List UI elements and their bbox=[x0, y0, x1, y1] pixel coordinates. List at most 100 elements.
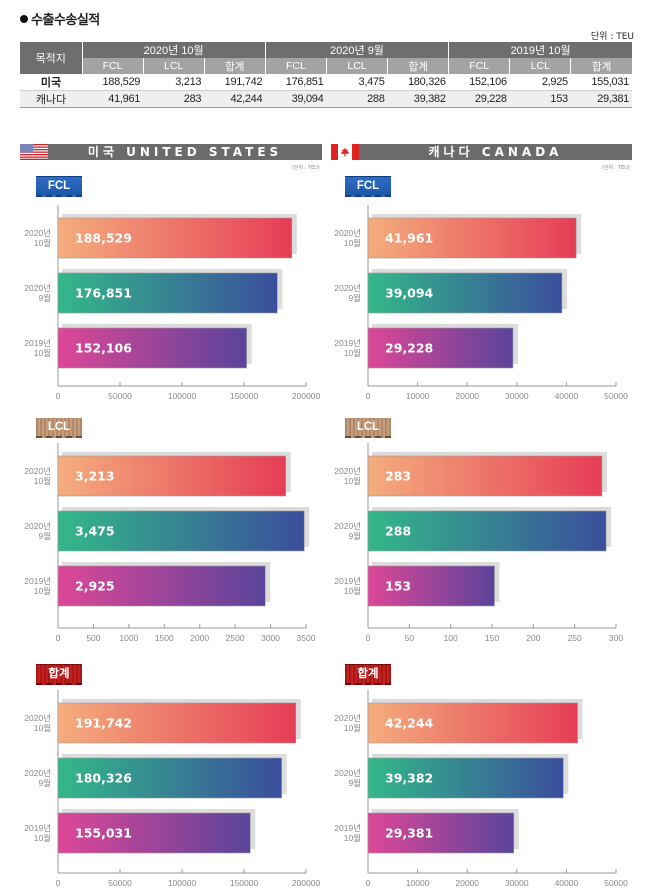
cell: 191,742 bbox=[204, 74, 266, 91]
bar bbox=[367, 757, 564, 799]
cell: 41,961 bbox=[82, 90, 144, 108]
data-label: 29,228 bbox=[385, 341, 433, 356]
cell: 39,382 bbox=[387, 90, 449, 108]
category-label: 2020년 bbox=[334, 713, 361, 723]
fcl-badge: FCL bbox=[345, 176, 391, 197]
canada-unit-label: (단위 : TEU) bbox=[602, 165, 630, 171]
cell: 152,106 bbox=[448, 74, 510, 91]
x-tick-label: 0 bbox=[56, 633, 61, 643]
cell: 29,228 bbox=[448, 90, 510, 108]
fcl-badge: FCL bbox=[36, 176, 82, 197]
x-tick-label: 0 bbox=[366, 633, 371, 643]
canada-total-chart: 42,2442020년10월39,3822020년9월29,3812019년10… bbox=[334, 690, 628, 888]
category-label: 2019년 bbox=[24, 823, 51, 833]
x-tick-label: 1000 bbox=[119, 633, 138, 643]
x-tick-label: 3000 bbox=[261, 633, 280, 643]
cell: 155,031 bbox=[570, 74, 632, 91]
bullet-icon bbox=[20, 15, 28, 23]
x-tick-label: 40000 bbox=[555, 878, 579, 888]
lcl-badge: LCL bbox=[345, 418, 391, 438]
category-label: 2020년 bbox=[334, 283, 361, 293]
category-label: 9월 bbox=[38, 778, 51, 788]
cell: 288 bbox=[326, 90, 388, 108]
bar bbox=[367, 272, 563, 314]
x-tick-label: 10000 bbox=[406, 878, 430, 888]
us-fcl-chart: 188,5292020년10월176,8512020년9월152,1062019… bbox=[24, 205, 320, 401]
data-label: 42,244 bbox=[385, 716, 434, 731]
x-tick-label: 100000 bbox=[168, 391, 197, 401]
data-label: 155,031 bbox=[75, 826, 132, 841]
data-label: 152,106 bbox=[75, 341, 132, 356]
category-label: 2020년 bbox=[24, 768, 51, 778]
x-tick-label: 50000 bbox=[108, 391, 132, 401]
cell: 2,925 bbox=[509, 74, 571, 91]
cell: 42,244 bbox=[204, 90, 266, 108]
category-label: 10월 bbox=[344, 833, 361, 843]
category-label: 10월 bbox=[344, 348, 361, 358]
bar bbox=[367, 327, 514, 369]
bar bbox=[57, 510, 305, 552]
category-label: 9월 bbox=[348, 531, 361, 541]
total-badge: 합계 bbox=[36, 664, 82, 685]
page-title-text: 수출수송실적 bbox=[31, 13, 100, 28]
sub-header: FCL bbox=[448, 58, 510, 74]
bar bbox=[57, 702, 297, 744]
row-name: 캐나다 bbox=[20, 90, 82, 108]
x-tick-label: 10000 bbox=[406, 391, 430, 401]
data-label: 2,925 bbox=[75, 579, 115, 594]
category-label: 2020년 bbox=[24, 283, 51, 293]
x-tick-label: 30000 bbox=[505, 878, 529, 888]
group-header: 2020년 9월 bbox=[264, 42, 449, 58]
category-label: 2019년 bbox=[334, 576, 361, 586]
category-label: 10월 bbox=[34, 348, 51, 358]
category-label: 10월 bbox=[344, 586, 361, 596]
category-label: 2020년 bbox=[334, 228, 361, 238]
data-label: 191,742 bbox=[75, 716, 132, 731]
data-label: 288 bbox=[385, 524, 411, 539]
sub-header: 합계 bbox=[387, 58, 449, 74]
x-tick-label: 100 bbox=[444, 633, 458, 643]
canada-header: 캐나다 CANADA bbox=[359, 144, 632, 160]
x-tick-label: 0 bbox=[366, 878, 371, 888]
category-label: 2020년 bbox=[334, 521, 361, 531]
page-title: 수출수송실적 bbox=[20, 9, 100, 28]
cell: 39,094 bbox=[265, 90, 327, 108]
data-label: 153 bbox=[385, 579, 411, 594]
cell: 153 bbox=[509, 90, 571, 108]
x-tick-label: 20000 bbox=[455, 878, 479, 888]
lcl-badge: LCL bbox=[36, 418, 82, 438]
canada-flag-icon bbox=[331, 144, 359, 160]
x-tick-label: 250 bbox=[568, 633, 582, 643]
x-tick-label: 3500 bbox=[297, 633, 316, 643]
x-tick-label: 50000 bbox=[604, 878, 628, 888]
category-label: 10월 bbox=[344, 723, 361, 733]
x-tick-label: 500 bbox=[86, 633, 100, 643]
x-tick-label: 100000 bbox=[168, 878, 197, 888]
x-tick-label: 50000 bbox=[108, 878, 132, 888]
x-tick-label: 30000 bbox=[505, 391, 529, 401]
cell: 188,529 bbox=[82, 74, 144, 91]
x-tick-label: 1500 bbox=[155, 633, 174, 643]
sub-header: FCL bbox=[264, 58, 327, 74]
category-label: 10월 bbox=[344, 476, 361, 486]
category-label: 2020년 bbox=[334, 768, 361, 778]
table-row: 미국 188,529 3,213 191,742 176,851 3,475 1… bbox=[20, 74, 632, 91]
bar bbox=[367, 455, 603, 497]
x-tick-label: 0 bbox=[56, 391, 61, 401]
cell: 283 bbox=[143, 90, 205, 108]
category-label: 2020년 bbox=[24, 713, 51, 723]
unit-label: 단위 : TEU bbox=[590, 32, 634, 42]
us-header: 미국 UNITED STATES bbox=[48, 144, 322, 160]
category-label: 10월 bbox=[34, 238, 51, 248]
category-label: 9월 bbox=[38, 531, 51, 541]
category-label: 10월 bbox=[34, 833, 51, 843]
x-tick-label: 2500 bbox=[226, 633, 245, 643]
category-label: 10월 bbox=[34, 476, 51, 486]
category-label: 2019년 bbox=[334, 338, 361, 348]
x-tick-label: 2000 bbox=[190, 633, 209, 643]
summary-table: 목적지 2020년 10월 2020년 9월 2019년 10월 FCL LCL… bbox=[20, 42, 632, 108]
us-unit-label: (단위 : TEU) bbox=[292, 165, 320, 171]
us-total-chart: 191,7422020년10월180,3262020년9월155,0312019… bbox=[24, 690, 320, 888]
